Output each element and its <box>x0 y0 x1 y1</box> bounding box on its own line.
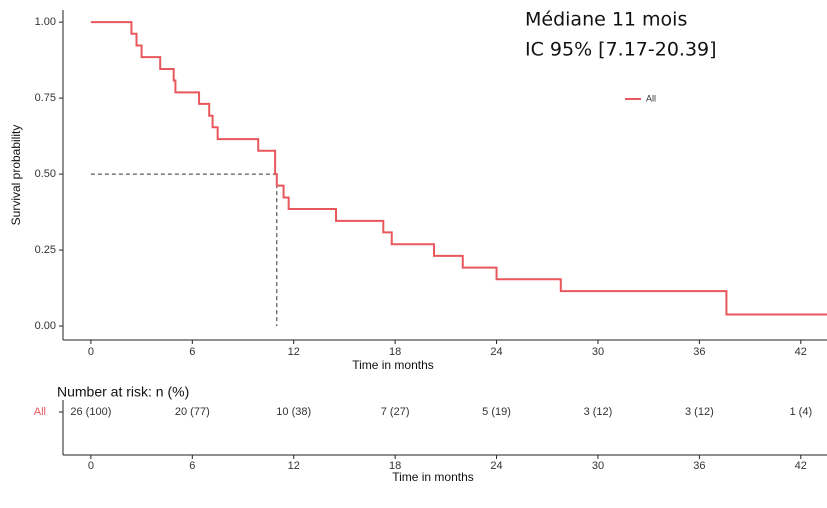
legend-label: All <box>646 93 656 103</box>
y-tick-label: 0.00 <box>35 320 56 332</box>
risk-strata-label: All <box>34 406 46 418</box>
risk-x-tick-label: 18 <box>389 460 401 472</box>
x-tick-label: 24 <box>490 346 502 358</box>
y-tick-label: 0.75 <box>35 92 56 104</box>
x-tick-label: 0 <box>88 346 94 358</box>
annotation: Médiane 11 mois <box>525 9 687 31</box>
risk-value: 3 (12) <box>584 406 613 418</box>
annotation: IC 95% [7.17-20.39] <box>525 39 717 61</box>
x-axis-label: Time in months <box>392 470 474 484</box>
x-tick-label: 30 <box>592 346 604 358</box>
risk-x-tick-label: 12 <box>288 460 300 472</box>
y-tick-label: 1.00 <box>35 16 56 28</box>
x-tick-label: 12 <box>288 346 300 358</box>
risk-x-tick-label: 36 <box>693 460 705 472</box>
x-tick-label: 6 <box>189 346 195 358</box>
median-line <box>90 173 278 327</box>
y-axis-label: Survival probability <box>9 125 23 226</box>
risk-x-tick-label: 30 <box>592 460 604 472</box>
risk-value: 7 (27) <box>381 406 410 418</box>
risk-x-tick-label: 24 <box>490 460 502 472</box>
risk-value: 10 (38) <box>276 406 311 418</box>
x-tick-label: 36 <box>693 346 705 358</box>
risk-x-tick-label: 42 <box>795 460 807 472</box>
y-tick-label: 0.50 <box>35 168 56 180</box>
risk-value: 3 (12) <box>685 406 714 418</box>
risk-x-tick-label: 6 <box>189 460 195 472</box>
risk-x-tick-label: 0 <box>88 460 94 472</box>
x-tick-label: 18 <box>389 346 401 358</box>
risk-value: 20 (77) <box>175 406 210 418</box>
x-tick-label: 42 <box>795 346 807 358</box>
survival-curve <box>90 21 827 316</box>
risk-value: 1 (4) <box>789 406 812 418</box>
risk-value: 26 (100) <box>70 406 111 418</box>
risk-table-title: Number at risk: n (%) <box>57 384 189 400</box>
risk-value: 5 (19) <box>482 406 511 418</box>
x-axis-label: Time in months <box>352 358 434 372</box>
y-tick-label: 0.25 <box>35 244 56 256</box>
